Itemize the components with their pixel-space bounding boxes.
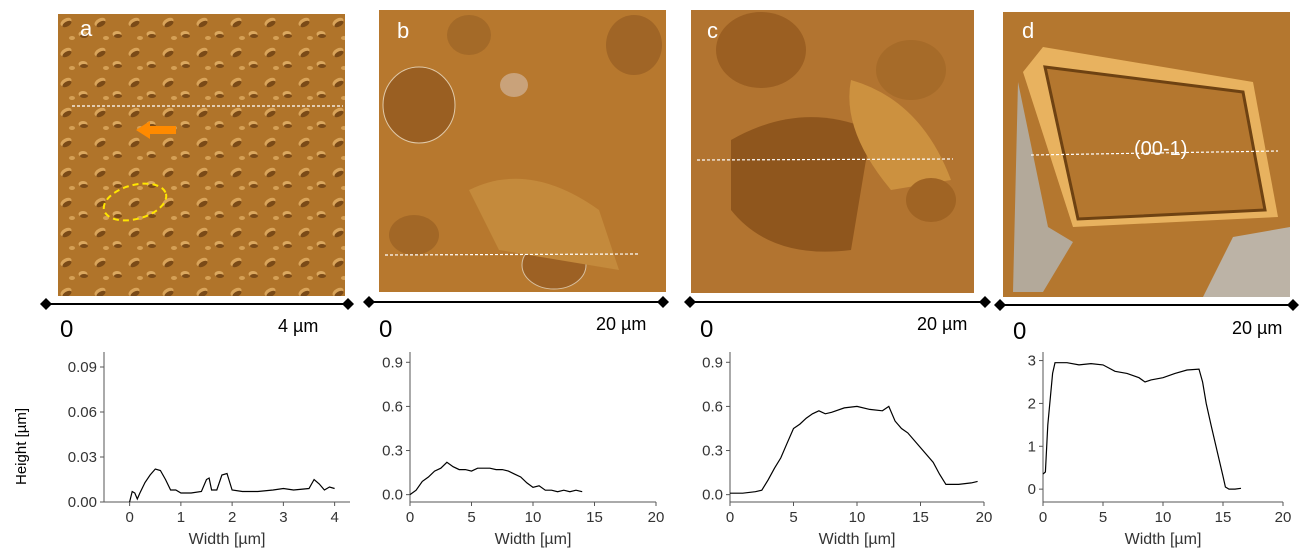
afm-texture-c: [691, 10, 974, 293]
x-tick-label-3-4: 20: [1275, 509, 1292, 526]
scale-bar-b: [363, 296, 669, 308]
scale-bar-c: [684, 296, 991, 308]
facet-label: (00-1): [1134, 138, 1188, 160]
scale-bar-d: [994, 299, 1299, 311]
profile-chart-2: 0 5 10 15 20 0.0 0.3 0.6 0.9 Width [µm]: [702, 352, 992, 548]
x-tick-label-2-1: 5: [789, 509, 797, 526]
profile-chart-0: 0 1 2 3 4 0.00 0.03 0.06 0.09 Width [µm]: [68, 352, 350, 548]
x-axis-label-0: Width [µm]: [189, 531, 266, 548]
scale-zero-b: 0: [379, 316, 393, 343]
panel-letter-d: d: [1022, 18, 1035, 43]
y-tick-label-0-0: 0.00: [68, 494, 97, 511]
scale-end-a: 4 µm: [278, 316, 319, 336]
x-tick-label-1-2: 10: [525, 509, 542, 526]
x-tick-label-2-2: 10: [849, 509, 866, 526]
profile-line-2: [730, 405, 978, 494]
y-tick-label-1-0: 0.0: [382, 487, 403, 504]
y-tick-label-3-1: 1: [1028, 438, 1036, 455]
ellipse-marker-icon: [102, 182, 168, 222]
x-tick-label-1-1: 5: [467, 509, 475, 526]
x-tick-label-0-1: 1: [177, 509, 185, 526]
x-tick-label-2-0: 0: [726, 509, 734, 526]
afm-image-b: [379, 10, 666, 292]
profile-chart-3: 0 5 10 15 20 0 1 2 3 Width [µm]: [1028, 352, 1292, 548]
scale-zero-c: 0: [700, 316, 714, 343]
x-tick-label-1-0: 0: [406, 509, 414, 526]
x-axis-label-3: Width [µm]: [1125, 531, 1202, 548]
y-tick-label-1-2: 0.6: [382, 398, 403, 415]
x-tick-label-1-4: 20: [648, 509, 665, 526]
afm-image-d: [1003, 12, 1290, 297]
x-tick-label-0-3: 3: [279, 509, 287, 526]
x-tick-label-0-2: 2: [228, 509, 236, 526]
x-tick-label-3-0: 0: [1039, 509, 1047, 526]
x-tick-label-3-3: 15: [1215, 509, 1232, 526]
panel-letter-c: c: [707, 18, 718, 43]
x-tick-label-2-4: 20: [976, 509, 993, 526]
x-axis-label-2: Width [µm]: [819, 531, 896, 548]
y-tick-label-1-1: 0.3: [382, 443, 403, 460]
scale-end-d: 20 µm: [1232, 318, 1283, 338]
y-tick-label-0-3: 0.09: [68, 359, 97, 376]
scale-end-b: 20 µm: [596, 314, 647, 334]
afm-texture-b: [379, 10, 666, 292]
x-tick-label-0-0: 0: [125, 509, 133, 526]
profile-line-3: [1042, 362, 1242, 490]
panel-letter-b: b: [397, 18, 410, 43]
y-tick-label-3-0: 0: [1028, 481, 1036, 498]
y-tick-label-3-2: 2: [1028, 395, 1036, 412]
y-tick-label-1-3: 0.9: [382, 354, 403, 371]
x-tick-label-3-1: 5: [1099, 509, 1107, 526]
afm-texture-d: [1003, 12, 1290, 297]
scale-end-c: 20 µm: [917, 314, 968, 334]
x-tick-label-1-3: 15: [586, 509, 603, 526]
y-tick-label-0-1: 0.03: [68, 449, 97, 466]
scale-zero-d: 0: [1013, 318, 1027, 345]
y-tick-label-3-3: 3: [1028, 353, 1036, 370]
afm-image-a: [58, 14, 345, 296]
y-tick-label-2-0: 0.0: [702, 487, 723, 504]
x-tick-label-2-3: 15: [912, 509, 929, 526]
y-tick-label-2-2: 0.6: [702, 398, 723, 415]
scale-bar-a: [40, 298, 354, 310]
afm-texture-a: [58, 14, 345, 296]
x-axis-label-1: Width [µm]: [495, 531, 572, 548]
scale-zero-a: 0: [60, 316, 74, 343]
afm-image-c: [691, 10, 974, 293]
profile-chart-1: 0 5 10 15 20 0.0 0.3 0.6 0.9 Width [µm]: [382, 352, 664, 548]
y-tick-label-0-2: 0.06: [68, 404, 97, 421]
y-tick-label-2-3: 0.9: [702, 354, 723, 371]
x-tick-label-3-2: 10: [1155, 509, 1172, 526]
profile-line-1: [409, 461, 583, 496]
arrow-icon: [136, 121, 176, 139]
profile-line-0: [129, 468, 335, 503]
y-tick-label-2-1: 0.3: [702, 443, 723, 460]
panel-letter-a: a: [80, 16, 93, 41]
scale-bars: [40, 296, 1299, 311]
x-tick-label-0-4: 4: [330, 509, 338, 526]
